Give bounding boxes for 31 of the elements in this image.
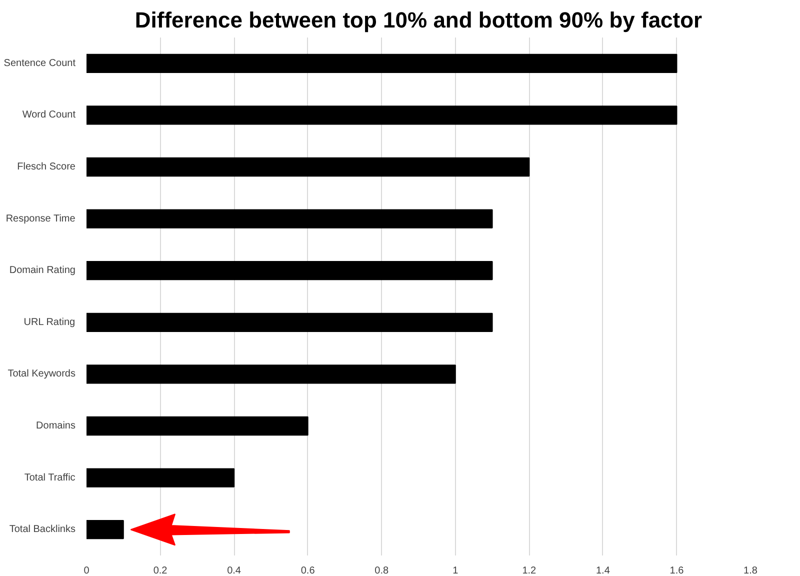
- bar: [86, 106, 678, 125]
- bar: [86, 416, 308, 436]
- y-tick-label: Domain Rating: [9, 265, 76, 276]
- y-tick-label: Total Keywords: [8, 368, 76, 380]
- y-tick-label: Response Time: [6, 213, 76, 224]
- y-tick-label: Domains: [36, 420, 76, 432]
- bar: [86, 157, 530, 177]
- x-tick-label: 0.4: [227, 566, 242, 576]
- bar: [86, 54, 678, 73]
- x-tick-label: 1.2: [522, 566, 537, 576]
- x-tick-label: 1: [452, 566, 459, 576]
- y-tick-label: Word Count: [22, 110, 76, 121]
- bar: [86, 468, 235, 488]
- x-tick-label: 1.6: [670, 566, 684, 576]
- x-tick-label: 0.2: [153, 566, 168, 576]
- x-tick-label: 0.6: [300, 566, 316, 576]
- y-tick-label: Total Traffic: [24, 472, 76, 484]
- chart-title: Difference between top 10% and bottom 90% by factor: [134, 8, 703, 32]
- bar: [86, 520, 124, 540]
- bar: [86, 312, 493, 332]
- y-tick-label: Total Backlinks: [9, 524, 76, 536]
- y-tick-label: Flesch Score: [17, 162, 76, 172]
- x-tick-label: 1.4: [596, 566, 610, 576]
- bar: [86, 364, 456, 384]
- bar: [86, 261, 493, 280]
- x-tick-label: 1.8: [744, 566, 758, 576]
- x-tick-label: 0.8: [374, 566, 389, 576]
- x-tick-label: 0: [84, 566, 90, 576]
- bar: [86, 209, 493, 228]
- y-tick-label: URL Rating: [24, 316, 76, 328]
- y-tick-label: Sentence Count: [4, 58, 76, 69]
